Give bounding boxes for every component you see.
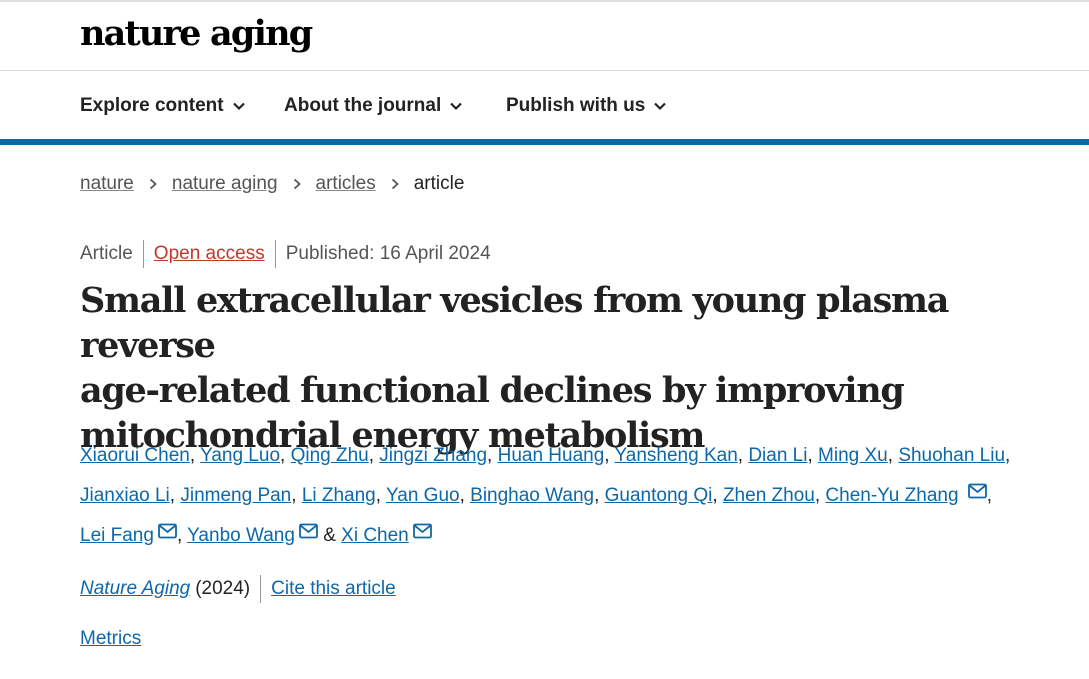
title-line-1: Small extracellular vesicles from young … [80,280,949,366]
author-link[interactable]: Ming Xu [818,445,888,466]
journal-link[interactable]: Nature Aging [80,578,191,599]
publication-year: (2024) [195,578,251,599]
nav-about-journal-label: About the journal [284,95,442,116]
masthead: nature aging [0,2,1089,71]
article-type: Article [80,243,133,264]
author-link[interactable]: Li Zhang [301,485,376,506]
breadcrumb-nature[interactable]: nature [80,173,134,194]
envelope-icon[interactable] [967,483,987,499]
nav-explore-content[interactable]: Explore content [80,94,246,118]
metrics-link[interactable]: Metrics [80,628,142,649]
chevron-right-icon [149,178,157,190]
nav-publish-with-us[interactable]: Publish with us [506,94,667,118]
breadcrumb-nature-aging[interactable]: nature aging [171,173,278,194]
published-date: Published: 16 April 2024 [285,243,491,264]
envelope-icon[interactable] [299,523,318,539]
author-link[interactable]: Chen-Yu Zhang [825,485,959,506]
chevron-right-icon [391,178,399,190]
author-list: Xiaorui Chen, Yang Luo, Qing Zhu, Jingzi… [80,445,1011,546]
chevron-down-icon [654,102,667,111]
author-link[interactable]: Zhen Zhou [722,485,815,506]
author-link[interactable]: Jianxiao Li [80,485,170,506]
envelope-icon[interactable] [412,523,432,539]
nav-about-journal[interactable]: About the journal [284,94,463,118]
citation-divider [260,575,262,603]
nav-accent-bar [0,139,1089,145]
author-link[interactable]: Binghao Wang [470,485,595,506]
author-link[interactable]: Xi Chen [341,525,409,546]
main-nav: Explore content About the journal Publis… [0,72,1089,140]
author-link[interactable]: Dian Li [748,445,808,466]
author-link[interactable]: Jinmeng Pan [180,485,292,506]
title-line-3: mitochondrial energy metabolism [80,415,705,456]
citation-line: Nature Aging (2024) Cite this article [80,575,396,603]
author-link[interactable]: Yanbo Wang [187,525,295,546]
nav-explore-content-label: Explore content [80,95,224,116]
open-access-link[interactable]: Open access [153,243,265,264]
author-link[interactable]: Yan Guo [385,485,460,506]
article-title: Small extracellular vesicles from young … [80,278,1040,458]
chevron-down-icon [450,102,463,111]
envelope-icon[interactable] [158,523,177,539]
author-link[interactable]: Yang Luo [200,445,281,466]
author-link[interactable]: Xiaorui Chen [80,445,190,466]
top-border [0,0,1089,2]
chevron-down-icon [232,102,245,111]
journal-logo[interactable]: nature aging [80,13,313,54]
meta-divider [274,240,276,268]
meta-divider [142,240,144,268]
article-meta: Article Open access Published: 16 April … [80,240,491,268]
cite-this-article-link[interactable]: Cite this article [271,578,396,599]
author-link[interactable]: Guantong Qi [604,485,713,506]
nav-publish-with-us-label: Publish with us [506,95,646,116]
author-link[interactable]: Yansheng Kan [614,445,738,466]
author-link[interactable]: Huan Huang [497,445,605,466]
title-line-2: age-related functional declines by impro… [80,370,905,411]
breadcrumb-current: article [413,173,465,194]
author-link[interactable]: Shuohan Liu [898,445,1006,466]
chevron-right-icon [293,178,301,190]
author-link[interactable]: Lei Fang [80,525,154,546]
author-link[interactable]: Qing Zhu [290,445,369,466]
breadcrumb: nature nature aging articles article [80,172,464,196]
breadcrumb-articles[interactable]: articles [315,173,376,194]
author-link[interactable]: Jingzi Zhang [379,445,488,466]
